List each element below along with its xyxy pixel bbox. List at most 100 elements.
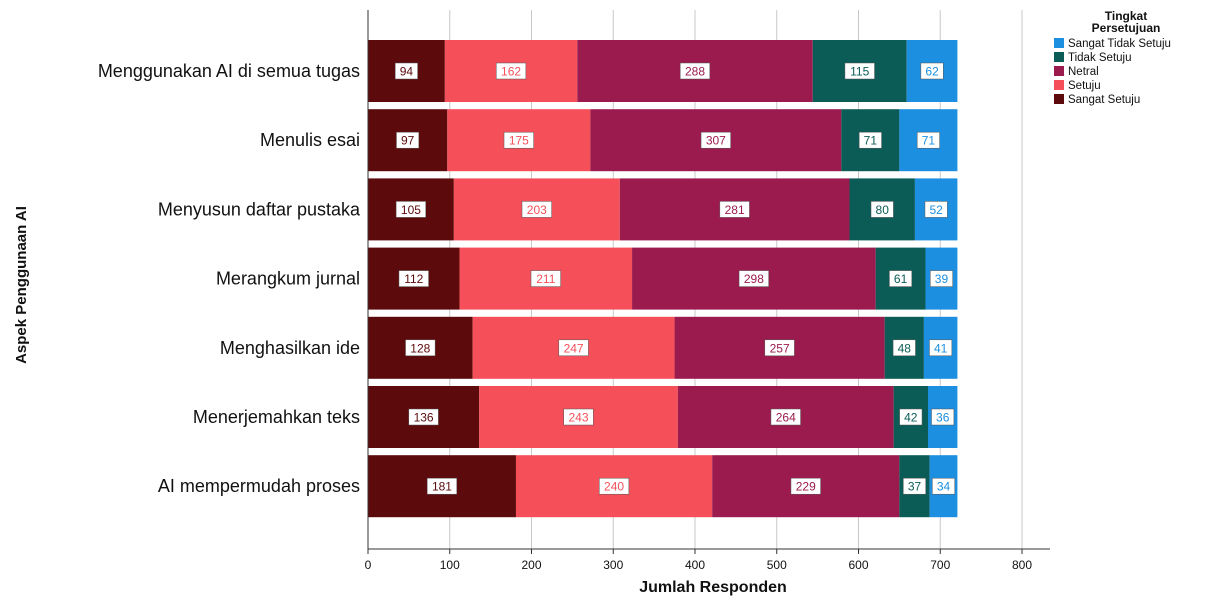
data-label: 42 — [904, 411, 918, 425]
data-label-box — [790, 477, 821, 495]
data-label-box — [931, 408, 955, 426]
data-label: 181 — [432, 480, 452, 494]
category-label: Menyusun daftar pustaka — [158, 199, 361, 219]
data-label-box — [719, 201, 750, 218]
data-label-box — [903, 477, 926, 495]
data-label-box — [599, 477, 630, 495]
legend-swatch — [1054, 52, 1064, 62]
data-label-box — [930, 270, 953, 287]
x-tick-label: 500 — [767, 558, 787, 572]
data-label: 175 — [509, 134, 529, 148]
category-label: Menggunakan AI di semua tugas — [98, 61, 360, 81]
data-label-box — [530, 270, 561, 287]
data-label: 298 — [744, 272, 764, 286]
data-label: 257 — [770, 341, 790, 355]
data-label: 136 — [414, 411, 434, 425]
data-label: 243 — [568, 411, 588, 425]
data-label: 36 — [936, 411, 950, 425]
legend-label: Netral — [1068, 66, 1099, 78]
x-tick-label: 700 — [930, 558, 950, 572]
data-label: 112 — [404, 272, 423, 286]
data-label: 203 — [527, 203, 547, 217]
legend-swatch — [1054, 66, 1064, 76]
data-label: 240 — [604, 480, 624, 494]
data-label-box — [858, 131, 882, 149]
data-label-box — [558, 339, 589, 357]
legend: Tingkat Persetujuan Sangat Tidak Setuju Ti… — [1054, 9, 1171, 106]
x-tick-label: 300 — [603, 558, 623, 572]
data-label: 264 — [776, 411, 796, 425]
category-label: AI mempermudah proses — [158, 476, 360, 496]
y-axis-title: Aspek Penggunaan AI — [13, 206, 30, 364]
data-label-box — [563, 408, 594, 426]
data-label: 128 — [410, 341, 430, 355]
legend-label: Setuju — [1068, 80, 1101, 92]
data-label-box — [398, 270, 429, 287]
legend-swatch — [1054, 80, 1064, 90]
data-label-box — [844, 62, 875, 80]
data-label-box — [496, 62, 527, 80]
data-label-box — [916, 131, 940, 149]
axes — [367, 10, 1050, 554]
x-axis-title: Jumlah Responden — [639, 579, 787, 596]
x-tick-label: 0 — [365, 558, 372, 572]
data-label: 41 — [934, 341, 948, 355]
data-label-box — [405, 339, 436, 357]
data-label-box — [764, 339, 795, 357]
category-label: Menghasilkan ide — [220, 338, 360, 358]
x-tick-label: 600 — [848, 558, 868, 572]
data-label-box — [899, 408, 923, 426]
data-label-box — [770, 408, 801, 426]
data-label: 71 — [864, 134, 878, 148]
data-label: 97 — [401, 134, 415, 148]
data-label-box — [396, 131, 420, 149]
data-label-box — [920, 62, 944, 80]
data-label: 62 — [925, 65, 939, 79]
data-label: 80 — [876, 203, 890, 217]
category-label: Menerjemahkan teks — [193, 407, 360, 427]
data-label: 247 — [564, 341, 584, 355]
data-label-box — [929, 339, 953, 357]
x-tick-label: 800 — [1012, 558, 1032, 572]
x-tick-label: 400 — [685, 558, 705, 572]
category-label: Menulis esai — [260, 130, 360, 150]
category-labels: Menggunakan AI di semua tugas Menulis esa… — [98, 61, 361, 496]
data-label-box — [426, 477, 458, 495]
legend-label: Sangat Setuju — [1068, 94, 1140, 106]
data-label: 162 — [501, 65, 521, 79]
data-label: 307 — [706, 134, 726, 148]
x-tick-labels: 0 100 200 300 400 500 600 700 800 — [365, 558, 1033, 572]
data-label: 37 — [908, 480, 922, 494]
data-label: 48 — [898, 341, 912, 355]
data-label-box — [870, 201, 894, 218]
data-label: 34 — [937, 480, 951, 494]
x-tick-label: 100 — [440, 558, 460, 572]
legend-label: Sangat Tidak Setuju — [1068, 38, 1171, 50]
bars: 94 162 288 115 62 97 175 307 71 71 105 203 281 80 52 11… — [368, 40, 958, 518]
data-label: 281 — [725, 203, 745, 217]
data-label: 115 — [850, 65, 869, 79]
data-label-box — [408, 408, 439, 426]
legend-items: Sangat Tidak Setuju Tidak Setuju Netral Set… — [1054, 38, 1171, 106]
data-label: 288 — [685, 65, 705, 79]
data-label: 39 — [935, 272, 949, 286]
data-label-box — [679, 62, 711, 80]
x-tick-label: 200 — [521, 558, 541, 572]
legend-label: Tidak Setuju — [1068, 52, 1132, 64]
legend-swatch — [1054, 94, 1064, 104]
data-label-box — [892, 339, 916, 357]
data-label-box — [700, 131, 731, 149]
data-label-box — [521, 201, 552, 218]
data-label: 71 — [922, 134, 936, 148]
legend-swatch — [1054, 38, 1064, 48]
data-label-box — [503, 131, 534, 149]
legend-title: Tingkat Persetujuan — [1092, 9, 1161, 35]
category-label: Merangkum jurnal — [216, 269, 360, 289]
data-label-box — [738, 270, 769, 287]
data-label: 229 — [796, 480, 816, 494]
data-label-box — [394, 62, 418, 80]
data-label: 94 — [400, 65, 414, 79]
data-label: 61 — [894, 272, 908, 286]
data-label-box — [924, 201, 948, 218]
